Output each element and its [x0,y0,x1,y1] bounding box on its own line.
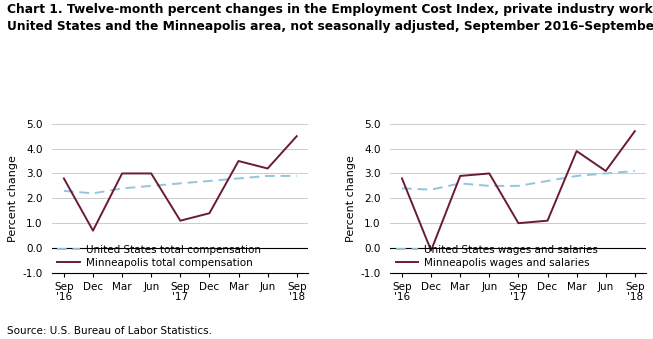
Text: Chart 1. Twelve-month percent changes in the Employment Cost Index, private indu: Chart 1. Twelve-month percent changes in… [7,3,653,33]
Y-axis label: Percent change: Percent change [346,155,356,242]
Legend: United States wages and salaries, Minneapolis wages and salaries: United States wages and salaries, Minnea… [396,245,597,268]
Text: Source: U.S. Bureau of Labor Statistics.: Source: U.S. Bureau of Labor Statistics. [7,326,212,336]
Legend: United States total compensation, Minneapolis total compensation: United States total compensation, Minnea… [57,245,261,268]
Y-axis label: Percent change: Percent change [8,155,18,242]
